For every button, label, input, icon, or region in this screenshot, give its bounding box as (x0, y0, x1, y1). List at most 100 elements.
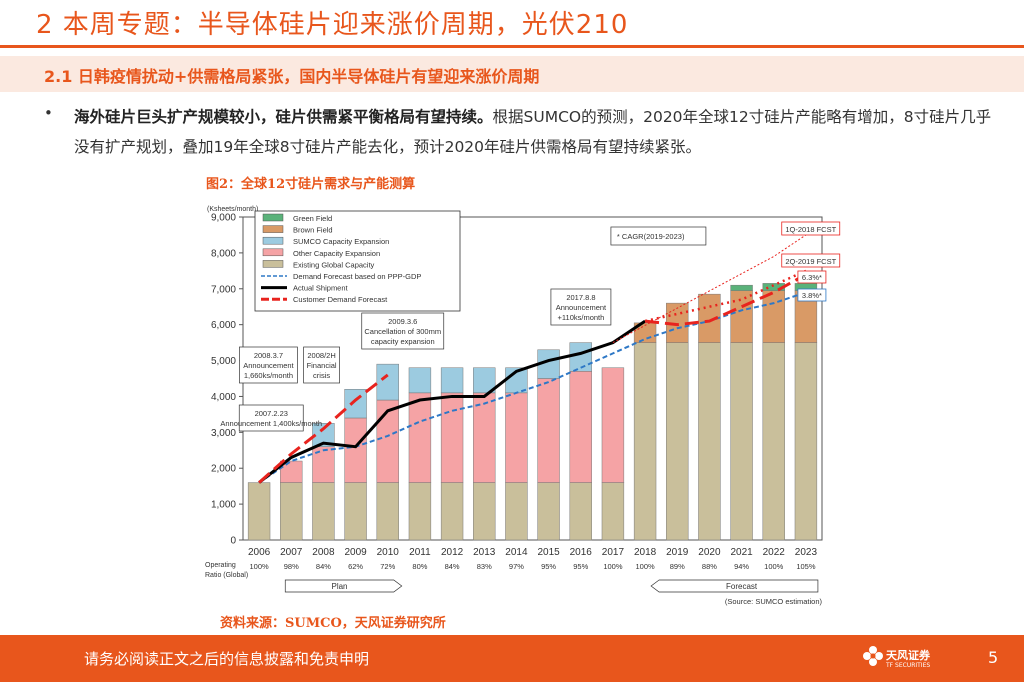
bar-existing (601, 482, 625, 541)
section-heading: 2.1 日韩疫情扰动+供需格局紧张，国内半导体硅片有望迎来涨价周期 (44, 67, 540, 86)
body-paragraph: 海外硅片巨头扩产规模较小，硅片供需紧平衡格局有望持续。根据SUMCO的预测，20… (74, 102, 994, 162)
operating-ratio-value: 62% (348, 562, 363, 571)
bar-existing (280, 482, 303, 541)
bar-brown (666, 302, 689, 343)
fcst-1q-label: 1Q-2018 FCST (785, 225, 836, 234)
x-tick-label: 2010 (377, 547, 400, 558)
bar-existing (633, 342, 657, 541)
legend-label: Actual Shipment (293, 284, 349, 293)
x-tick-label: 2022 (763, 547, 786, 558)
bar-other (312, 446, 335, 483)
legend-label: Other Capacity Expansion (293, 249, 380, 258)
annot-2010: 2009.3.6 (388, 317, 417, 326)
source-note: 资料来源：SUMCO，天风证券研究所 (220, 616, 446, 631)
operating-ratio-value: 100% (249, 562, 269, 571)
line-customer_line (258, 373, 389, 484)
x-tick-label: 2017 (602, 547, 625, 558)
line-customer_line (644, 273, 807, 327)
bar-sumco (344, 389, 367, 419)
bar-green (730, 284, 753, 291)
bar-sumco (376, 363, 399, 401)
operating-ratio-value: 95% (573, 562, 588, 571)
bar-brown (730, 290, 753, 343)
logo-flower-icon (863, 646, 883, 666)
operating-ratio-value: 100% (635, 562, 655, 571)
plot-frame (242, 216, 823, 541)
forecast-arrow (650, 579, 819, 593)
cagr-63-label: 6.3%* (802, 273, 822, 282)
x-tick-label: 2018 (634, 547, 657, 558)
y-tick-label: 1,000 (211, 500, 236, 511)
y-tick-label: 2,000 (211, 464, 236, 475)
bar-sumco (473, 367, 496, 394)
footer-bar: 请务必阅读正文之后的信息披露和免责申明 天风证券 TF SECURITIES 5 (0, 635, 1024, 682)
bar-sumco (569, 342, 592, 372)
operating-ratio-value: 95% (541, 562, 556, 571)
x-tick-label: 2011 (409, 547, 431, 558)
plan-arrow (284, 579, 403, 593)
operating-ratio-value: 100% (764, 562, 784, 571)
bar-existing (473, 482, 496, 541)
bar-existing (408, 482, 432, 541)
bar-brown (762, 290, 785, 343)
bar-other (505, 392, 528, 483)
bar-other (408, 392, 432, 483)
operating-ratio-value: 97% (509, 562, 524, 571)
legend-label: Customer Demand Forecast (293, 295, 388, 304)
bar-other (376, 399, 399, 483)
para-text: 根据SUMCO的预测，2020年全球12寸硅片产能略有增加，8寸硅片几乎没有扩产… (74, 108, 992, 156)
annot-2010-box (361, 312, 445, 350)
operating-ratio-value: 88% (702, 562, 717, 571)
bar-green (794, 283, 818, 291)
bar-sumco (408, 367, 432, 394)
x-tick-label: 2014 (505, 547, 528, 558)
bar-existing (312, 482, 335, 541)
operating-ratio-label: Ratio (Global) (205, 572, 248, 579)
disclaimer-text: 请务必阅读正文之后的信息披露和免责申明 (84, 650, 370, 668)
operating-ratio-value: 84% (316, 562, 331, 571)
logo-text: 天风证券 (886, 649, 930, 662)
x-tick-label: 2019 (666, 547, 689, 558)
bar-other (280, 460, 303, 483)
operating-ratio-value: 89% (670, 562, 685, 571)
page-title: 2 本周专题：半导体硅片迎来涨价周期，光伏210 (36, 10, 629, 40)
annot-2008: Announcement (243, 361, 294, 370)
bar-sumco (537, 349, 560, 379)
bar-existing (440, 482, 464, 541)
bar-brown (698, 293, 721, 343)
annot-2009: 2008/2H (307, 351, 335, 360)
legend-box (254, 210, 461, 312)
x-tick-label: 2009 (344, 547, 367, 558)
y-tick-label: 3,000 (211, 428, 236, 439)
bar-sumco (312, 423, 335, 447)
annot-2009: crisis (313, 371, 330, 380)
x-tick-label: 2007 (280, 547, 303, 558)
x-tick-label: 2023 (795, 547, 818, 558)
operating-ratio-value: 105% (796, 562, 816, 571)
bar-existing (762, 342, 785, 541)
fcst-2q2019-line (644, 269, 807, 323)
line-actual_line (258, 319, 646, 484)
bar-existing (344, 482, 367, 541)
operating-ratio-value: 84% (445, 562, 460, 571)
operating-ratio-value: 94% (734, 562, 749, 571)
company-logo: 天风证券 TF SECURITIES (862, 644, 942, 674)
figure-title: 图2：全球12寸硅片需求与产能测算 (206, 177, 416, 192)
fcst-1q2018-line (612, 234, 807, 344)
legend-swatch (262, 248, 284, 257)
fcst-2q-label: 2Q-2019 FCST (785, 257, 836, 266)
bar-other (569, 371, 592, 483)
legend-swatch (262, 260, 284, 268)
cagr-box (610, 226, 707, 246)
bar-other (440, 392, 464, 483)
annot-2009-box (303, 346, 340, 384)
bar-existing (666, 342, 689, 541)
legend-swatch (262, 225, 284, 233)
annot-2017-box (550, 288, 612, 326)
line-forecast_line (258, 291, 807, 484)
annot-2017: 2017.8.8 (566, 293, 595, 302)
fcst-1q-box (781, 221, 841, 236)
x-tick-label: 2012 (441, 547, 464, 558)
annot-2010: capacity expansion (371, 337, 435, 346)
legend-label: Existing Global Capacity (293, 260, 375, 269)
